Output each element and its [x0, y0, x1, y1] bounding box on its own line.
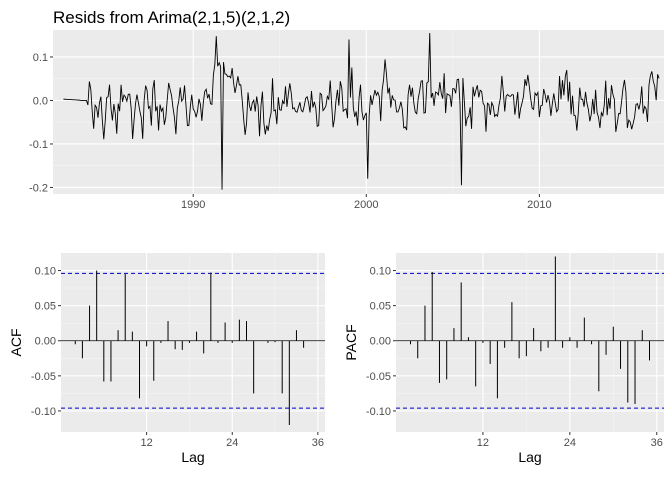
x-axis-label: Lag	[518, 449, 541, 465]
x-tick-label: 2000	[354, 199, 378, 211]
chart-title: Resids from Arima(2,1,5)(2,1,2)	[53, 8, 290, 27]
panel-background	[396, 253, 664, 432]
x-tick-label: 24	[564, 437, 576, 449]
y-tick-label: -0.10	[31, 406, 56, 418]
pacf-panel: -0.10 -0.05 0.00 0.05 0.10 12 24 36 Lag PACF	[343, 253, 664, 465]
x-tick-label: 12	[140, 437, 152, 449]
y-axis-label: ACF	[8, 329, 24, 357]
residuals-time-series-panel: -0.2 -0.1 0.0 0.1 1990 2000 2010	[29, 30, 664, 211]
y-tick-label: -0.05	[366, 371, 391, 383]
x-tick-label: 24	[226, 437, 238, 449]
x-tick-label: 36	[312, 437, 324, 449]
x-axis-label: Lag	[181, 449, 204, 465]
y-tick-label: 0.10	[35, 266, 56, 278]
y-axis-label: PACF	[343, 324, 359, 360]
y-tick-label: 0.10	[370, 266, 391, 278]
panel-background	[61, 253, 325, 432]
y-tick-label: 0.05	[370, 301, 391, 313]
x-tick-label: 2010	[527, 199, 551, 211]
x-tick-label: 1990	[181, 199, 205, 211]
y-tick-label: 0.00	[35, 336, 56, 348]
y-tick-label: 0.1	[33, 52, 48, 64]
y-tick-label: -0.05	[31, 371, 56, 383]
acf-panel: -0.10 -0.05 0.00 0.05 0.10 12 24 36 Lag ACF	[8, 253, 325, 465]
x-tick-label: 12	[477, 437, 489, 449]
y-tick-label: 0.05	[35, 301, 56, 313]
y-tick-label: -0.10	[366, 406, 391, 418]
y-tick-label: 0.0	[33, 95, 48, 107]
x-tick-label: 36	[651, 437, 663, 449]
y-tick-label: -0.2	[29, 182, 48, 194]
y-tick-label: 0.00	[370, 336, 391, 348]
y-tick-label: -0.1	[29, 139, 48, 151]
residual-line	[63, 33, 660, 190]
